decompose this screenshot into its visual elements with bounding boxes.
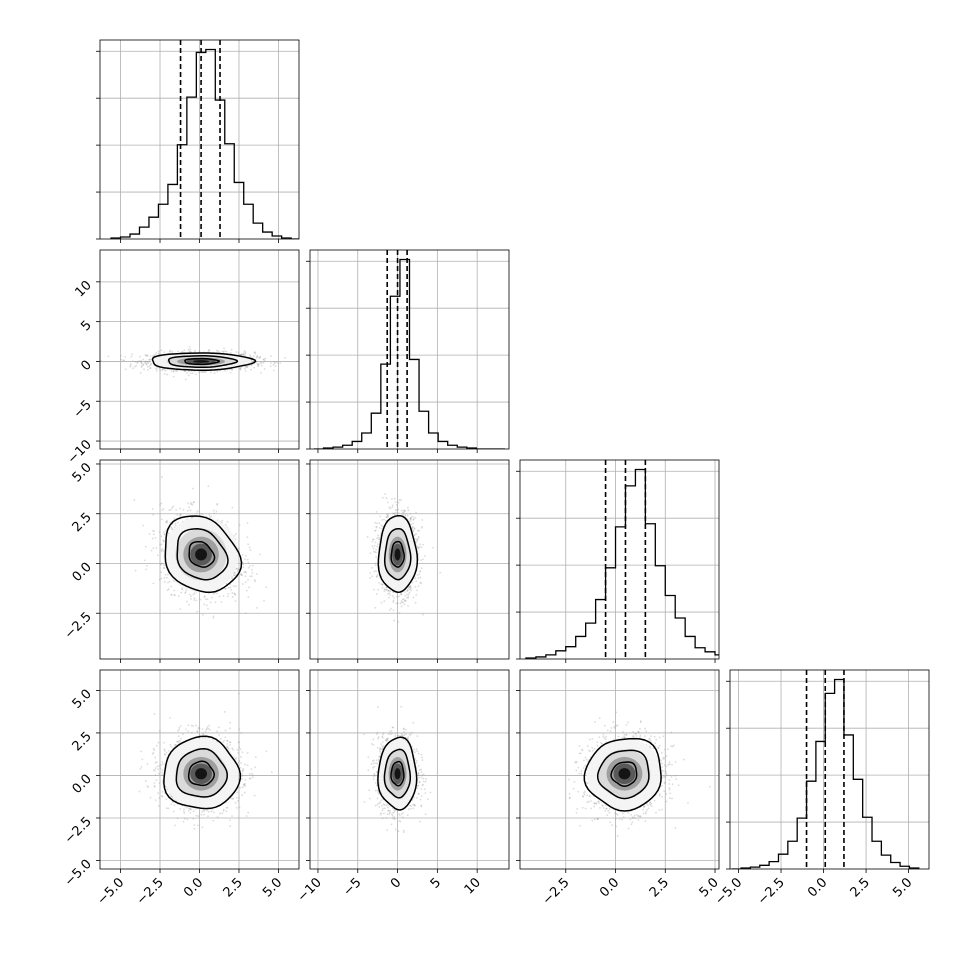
histogram-panel-3-3 xyxy=(726,670,929,873)
scatter-panel-2-1 xyxy=(306,460,509,663)
x-tick-label: 0 xyxy=(388,875,404,891)
x-tick-label: 2.5 xyxy=(848,875,873,900)
histogram-panel-1-1 xyxy=(306,250,509,453)
grid-lines xyxy=(730,670,929,869)
y-tick-label: 0.0 xyxy=(70,560,95,585)
x-tick-label: −10 xyxy=(295,875,325,905)
grid-lines xyxy=(520,460,719,659)
x-tick-label: 5.0 xyxy=(890,875,915,900)
scatter-panel-2-0 xyxy=(96,460,299,663)
grid-lines xyxy=(100,40,299,239)
x-tick-label: 10 xyxy=(462,875,484,897)
x-tick-label: −5 xyxy=(340,875,364,899)
y-tick-label: −10 xyxy=(65,437,95,467)
y-tick-label: 0.0 xyxy=(70,772,95,797)
x-tick-label: −2.5 xyxy=(134,875,167,908)
y-tick-label: −2.5 xyxy=(62,609,95,642)
histogram-steps xyxy=(111,49,301,239)
x-tick-label: 2.5 xyxy=(647,875,672,900)
x-tick-label: −5.0 xyxy=(712,875,745,908)
y-tick-label: 0 xyxy=(78,358,94,374)
histogram-panel-0-0 xyxy=(96,40,301,243)
x-tick-label: 5.0 xyxy=(260,875,285,900)
x-tick-label: 0.0 xyxy=(805,875,830,900)
scatter-panel-1-0 xyxy=(96,250,299,453)
y-tick-label: 10 xyxy=(73,278,95,300)
panel-frame xyxy=(520,460,719,659)
scatter-panel-3-1 xyxy=(306,670,509,873)
x-tick-label: 0.0 xyxy=(597,875,622,900)
y-tick-label: 5 xyxy=(78,318,94,334)
x-tick-label: 5 xyxy=(428,875,444,891)
y-tick-label: −5.0 xyxy=(62,857,95,890)
histogram-steps xyxy=(314,259,505,449)
histogram-panel-2-2 xyxy=(516,460,725,663)
y-tick-label: 2.5 xyxy=(70,510,95,535)
scatter-panel-3-2 xyxy=(516,670,719,873)
grid-lines xyxy=(100,250,299,449)
y-tick-label: 5.0 xyxy=(70,687,95,712)
y-tick-label: −2.5 xyxy=(62,814,95,847)
x-tick-label: −5.0 xyxy=(94,875,127,908)
panel-frame xyxy=(730,670,929,869)
x-tick-label: −2.5 xyxy=(540,875,573,908)
scatter-panel-3-0 xyxy=(96,670,299,873)
x-tick-label: −2.5 xyxy=(755,875,788,908)
y-tick-label: 2.5 xyxy=(70,729,95,754)
y-tick-label: −5 xyxy=(71,397,95,421)
x-tick-label: 2.5 xyxy=(221,875,246,900)
x-tick-label: 0.0 xyxy=(181,875,206,900)
